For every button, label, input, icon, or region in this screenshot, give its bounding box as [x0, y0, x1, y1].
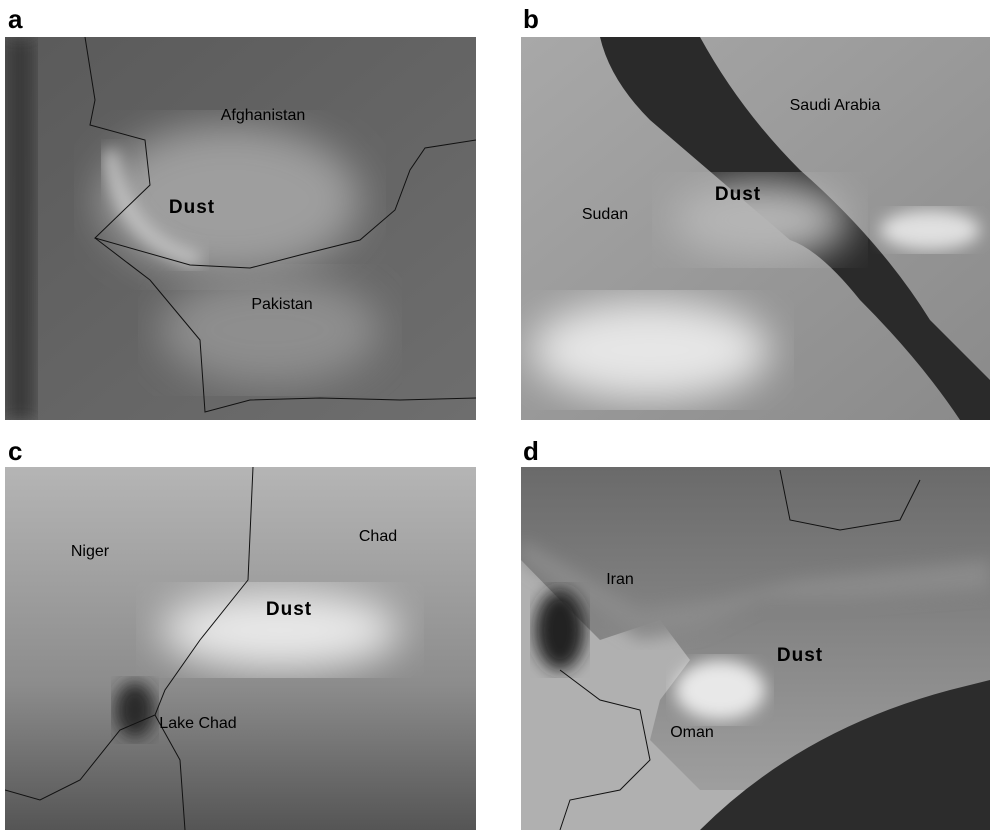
place-label: Sudan	[582, 206, 628, 223]
place-label: Niger	[71, 543, 110, 560]
panel-letter: d	[523, 436, 539, 466]
place-label: Saudi Arabia	[790, 97, 881, 114]
satellite-image-c	[5, 467, 476, 830]
satellite-image-d	[521, 467, 990, 830]
figure: a Afghanistan Dust Pakistan b Saudi Arabia Dus…	[0, 0, 991, 830]
panel-letter: b	[523, 4, 539, 34]
satellite-image-b	[521, 37, 990, 420]
satellite-image-a	[5, 37, 476, 420]
panel-letter: a	[8, 4, 23, 34]
place-label: Pakistan	[251, 296, 312, 313]
place-label: Iran	[606, 571, 634, 588]
place-label: Afghanistan	[221, 107, 306, 124]
place-label: Lake Chad	[159, 715, 236, 732]
panel-letter: c	[8, 436, 22, 466]
dust-label: Dust	[169, 197, 215, 218]
place-label: Chad	[359, 528, 397, 545]
dust-label: Dust	[777, 645, 823, 666]
dust-label: Dust	[715, 184, 761, 205]
place-label: Oman	[670, 724, 714, 741]
dust-label: Dust	[266, 599, 312, 620]
